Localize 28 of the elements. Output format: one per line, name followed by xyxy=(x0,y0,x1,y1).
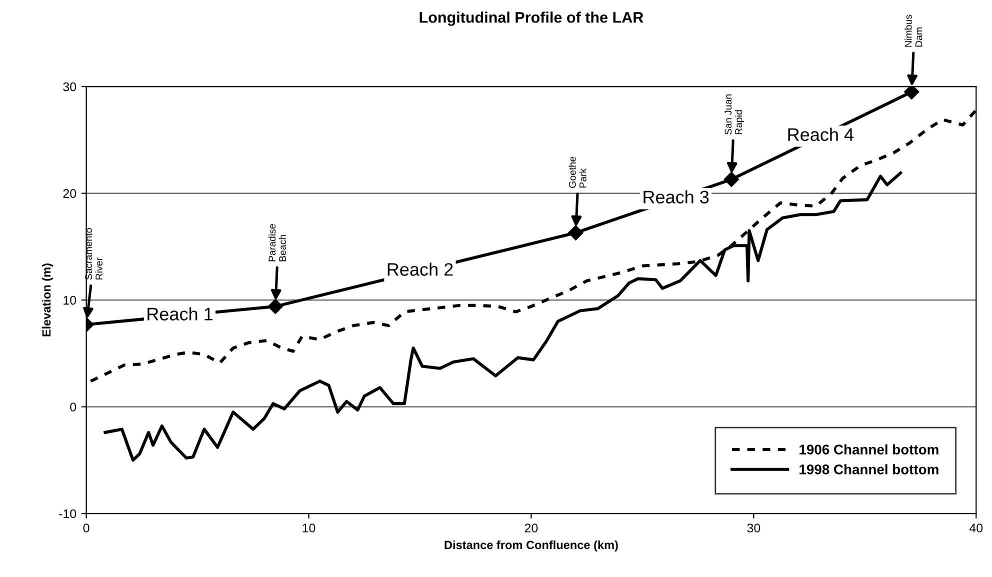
x-tick-label: 30 xyxy=(747,524,760,532)
y-tick-label: 0 xyxy=(70,402,76,412)
point xyxy=(568,225,584,240)
x-tick-label: 40 xyxy=(969,524,983,532)
legend-label: 1906 Channel bottom xyxy=(800,444,938,454)
x-tick-label: 0 xyxy=(83,524,90,532)
point xyxy=(904,86,920,100)
y-axis-title: Elevation (m) xyxy=(42,264,53,336)
x-tick-label: 20 xyxy=(524,524,538,532)
annotation: Paradise Beach xyxy=(268,224,286,262)
y-tick-label: 20 xyxy=(63,189,76,198)
point xyxy=(724,172,739,187)
annotation: Reach 4 xyxy=(788,128,854,142)
annotation: Sacramento River xyxy=(85,228,102,280)
chart-title: Longitudinal Profile of the LAR xyxy=(420,12,644,26)
annotation: Nimbus Dam xyxy=(904,14,922,47)
x-tick-label: 10 xyxy=(302,524,316,532)
x-axis-title: Distance from Confluence (km) xyxy=(444,540,618,552)
point xyxy=(268,298,283,314)
annotation: Reach 2 xyxy=(388,262,453,276)
annotation: Goethe Park xyxy=(568,156,586,188)
annotation: San Juan Rapid xyxy=(724,94,744,135)
y-tick-label: -10 xyxy=(59,509,76,518)
legend-label: 1998 Channel bottom xyxy=(800,464,938,474)
y-tick-label: 10 xyxy=(64,296,76,305)
y-tick-label: 30 xyxy=(63,82,76,92)
annotation: Reach 3 xyxy=(644,190,709,204)
annotation: Reach 1 xyxy=(148,307,212,320)
